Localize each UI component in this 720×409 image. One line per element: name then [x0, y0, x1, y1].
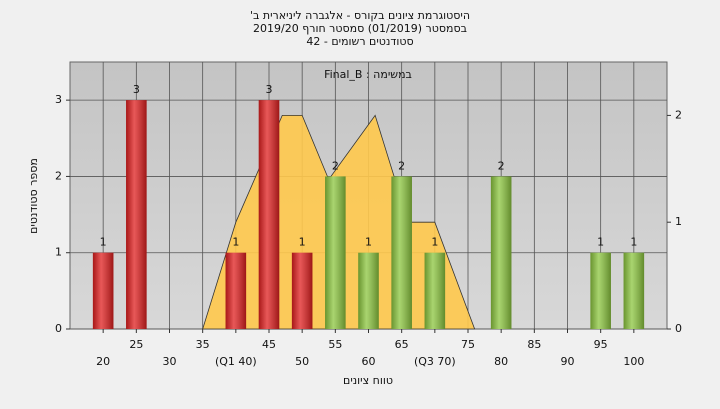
x-tick-label: 60 — [362, 355, 376, 368]
bar-shade — [258, 100, 280, 330]
title-line: סטודנטים רשומים - 42 — [306, 35, 413, 48]
x-tick-label: (Q1 40) — [215, 355, 257, 368]
bar-shade — [490, 176, 512, 329]
value-label: 3 — [133, 83, 140, 96]
y-tick-label: 2 — [55, 169, 62, 182]
y-tick-label: 1 — [55, 246, 62, 259]
x-tick-label: 45 — [262, 338, 276, 351]
value-label: 1 — [100, 236, 107, 249]
bar-shade — [391, 176, 412, 329]
bar-shade — [126, 100, 147, 330]
bar-shade — [358, 252, 379, 329]
x-tick-label: 30 — [163, 355, 177, 368]
bar-shade — [325, 176, 346, 329]
title: היסטוגרמת ציונים בקורס - אלגברה ליניארית… — [250, 9, 470, 48]
x-tick-label: 50 — [295, 355, 309, 368]
x-tick-label: 75 — [461, 338, 475, 351]
value-label: 1 — [431, 236, 438, 249]
value-label: 2 — [498, 159, 505, 172]
x-tick-label: 80 — [494, 355, 508, 368]
y2-tick-label: 2 — [675, 108, 682, 121]
y2-tick-label: 1 — [675, 215, 682, 228]
x-tick-label: (Q3 70) — [414, 355, 456, 368]
value-label: 3 — [266, 83, 273, 96]
title-line: בסמסטר (01/2019) סמסטר חורף 2019/20 — [253, 22, 467, 35]
value-label: 1 — [232, 236, 239, 249]
y-axis-label: מספר סטודנטים — [27, 158, 40, 234]
annotation: במשימה : Final_B — [324, 68, 412, 81]
x-tick-label: 35 — [196, 338, 210, 351]
value-label: 2 — [398, 159, 405, 172]
value-label: 1 — [299, 236, 306, 249]
x-tick-label: 65 — [395, 338, 409, 351]
value-label: 1 — [365, 236, 372, 249]
bar-shade — [92, 252, 114, 329]
bar-shade — [590, 252, 611, 329]
x-tick-label: 95 — [594, 338, 608, 351]
x-tick-label: 25 — [129, 338, 143, 351]
bar-shade — [623, 252, 645, 329]
value-label: 1 — [597, 236, 604, 249]
x-tick-label: 55 — [328, 338, 342, 351]
value-label: 2 — [332, 159, 339, 172]
x-tick-label: 85 — [527, 338, 541, 351]
y-tick-label: 3 — [55, 93, 62, 106]
bar-shade — [225, 252, 247, 329]
x-axis-label: טווח ציונים — [343, 374, 393, 387]
x-tick-label: 20 — [96, 355, 110, 368]
x-tick-label: 100 — [623, 355, 644, 368]
title-line: היסטוגרמת ציונים בקורס - אלגברה ליניארית… — [250, 9, 470, 22]
y-tick-label: 0 — [55, 322, 62, 335]
x-tick-label: 90 — [561, 355, 575, 368]
y2-tick-label: 0 — [675, 322, 682, 335]
value-label: 1 — [630, 236, 637, 249]
bar-shade — [424, 252, 446, 329]
bar-shade — [291, 252, 313, 329]
